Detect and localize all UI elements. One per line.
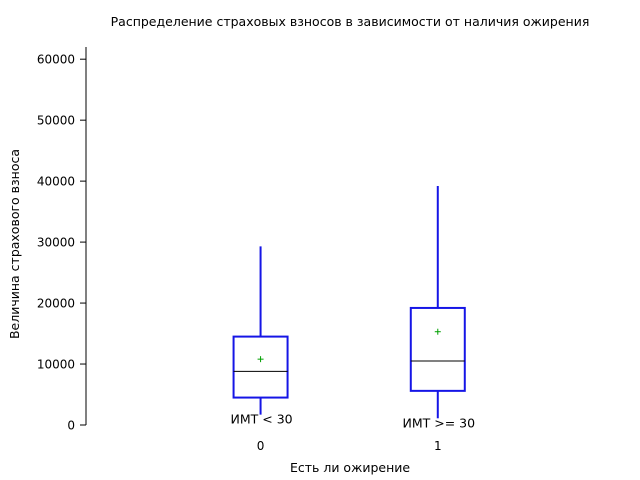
box-annotation: ИМТ < 30 <box>231 412 293 427</box>
box-group: ИМТ < 30 <box>231 246 293 427</box>
x-tick-label: 0 <box>257 439 265 453</box>
y-tick-label: 0 <box>67 419 75 433</box>
iqr-box <box>232 335 289 399</box>
y-axis-ticks: 0 10000 20000 30000 40000 50000 60000 <box>37 53 86 433</box>
y-tick-label: 50000 <box>37 114 75 128</box>
box-series: ИМТ < 30 ИМТ >= 30 <box>231 186 475 430</box>
y-tick-label: 60000 <box>37 53 75 67</box>
x-tick-label: 1 <box>434 439 442 453</box>
chart-title: Распределение страховых взносов в зависи… <box>111 14 590 29</box>
y-axis-label: Величина страхового взноса <box>7 149 22 339</box>
y-tick-label: 20000 <box>37 297 75 311</box>
x-axis-label: Есть ли ожирение <box>290 460 410 475</box>
box-annotation: ИМТ >= 30 <box>402 415 475 430</box>
y-tick-label: 10000 <box>37 358 75 372</box>
y-tick-label: 40000 <box>37 175 75 189</box>
y-tick-label: 30000 <box>37 236 75 250</box>
iqr-box <box>409 306 466 392</box>
box-group: ИМТ >= 30 <box>402 186 475 430</box>
